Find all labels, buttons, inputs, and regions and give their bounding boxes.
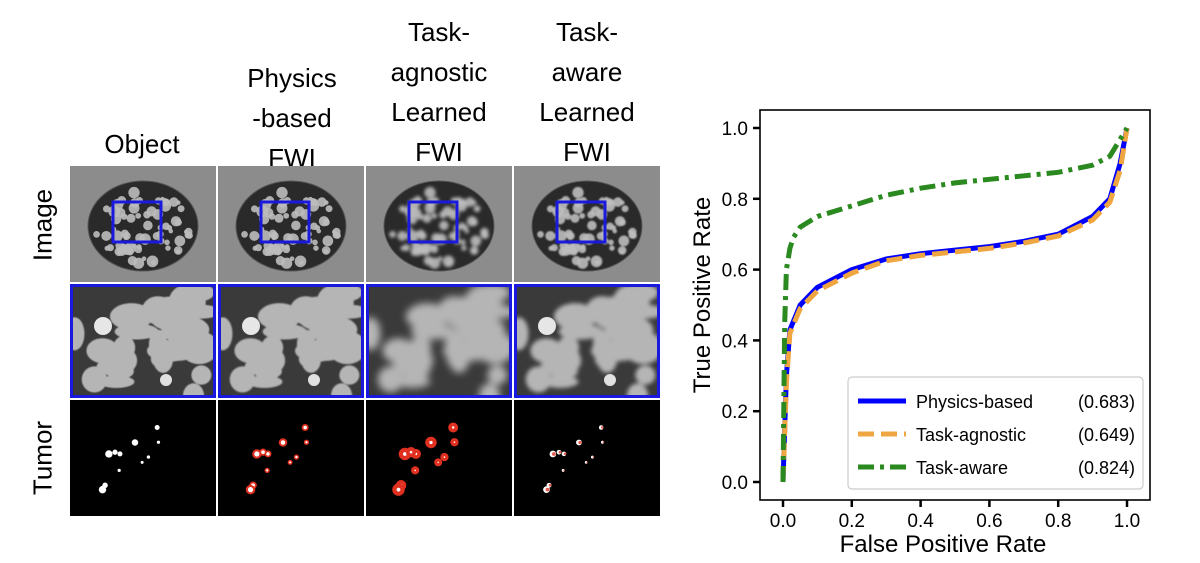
image-panel-object <box>70 166 216 282</box>
series-line-task-aware <box>780 126 1130 483</box>
roi-box <box>259 200 311 244</box>
roi-frame <box>70 284 216 398</box>
plot-frame <box>759 109 1151 501</box>
roi-box <box>555 200 607 244</box>
tumor-highlight <box>242 317 260 335</box>
legend-auc: (0.683) <box>1078 392 1135 412</box>
row-label-image-text: Image <box>27 188 58 262</box>
tumor-panel-physics-based <box>218 400 364 516</box>
row-label-tumor-text: Tumor <box>27 420 58 496</box>
legend-auc: (0.824) <box>1078 458 1135 478</box>
y-tick-label: 1.0 <box>722 119 748 140</box>
x-tick-label: 0.4 <box>907 511 934 532</box>
roi-frame <box>218 284 364 398</box>
zoom-panel-task-aware <box>514 284 660 398</box>
x-tick-label: 1.0 <box>1114 511 1140 532</box>
tumor-highlight <box>538 317 556 335</box>
y-tick-label: 0.6 <box>722 261 748 282</box>
zoom-panel-physics-based <box>218 284 364 398</box>
x-tick-label: 0.8 <box>1045 511 1071 532</box>
y-tick-label: 0.0 <box>722 473 748 494</box>
column-header-task-agnostic: Task- agnostic Learned FWI <box>390 17 488 167</box>
column-header-object: Object <box>104 129 180 159</box>
y-tick-label: 0.2 <box>722 402 748 423</box>
tumor-panel-task-aware <box>514 400 660 516</box>
series-line-task-agnostic <box>780 127 1130 483</box>
x-tick-label: 0.6 <box>976 511 1002 532</box>
tumor-panel-task-agnostic <box>366 400 512 516</box>
legend-label: Task-aware <box>916 458 1008 478</box>
legend-label: Physics-based <box>916 392 1033 412</box>
x-tick-label: 0.0 <box>770 511 796 532</box>
tumor-panel-object <box>70 400 216 516</box>
legend-box <box>847 376 1144 490</box>
column-header-task-aware: Task- aware Learned FWI <box>539 17 635 167</box>
roi-box <box>407 200 459 244</box>
zoom-panel-object <box>70 284 216 398</box>
tumor-highlight <box>94 317 112 335</box>
roi-frame <box>366 284 512 398</box>
roc-chart: 0.0 0.2 0.4 0.6 0.8 1.0 0.0 0.2 0.4 0.6 0.8 1.0 Phy… <box>689 109 1151 558</box>
column-header-physics-based: Physics -based FWI <box>247 63 337 173</box>
row-label-image: Image <box>18 166 68 284</box>
y-tick-label: 0.4 <box>722 331 749 352</box>
roc-legend: Physics-based (0.683) Task-agnostic (0.649)… <box>847 376 1144 490</box>
image-panel-task-aware <box>514 166 660 282</box>
x-axis-label: False Positive Rate <box>840 531 1047 558</box>
y-axis-label: True Positive Rate <box>689 197 716 394</box>
roi-box <box>111 200 163 244</box>
zoom-panel-task-agnostic <box>366 284 512 398</box>
legend-auc: (0.649) <box>1078 425 1135 445</box>
image-panel-task-agnostic <box>366 166 512 282</box>
image-panel-physics-based <box>218 166 364 282</box>
x-tick-label: 0.2 <box>839 511 865 532</box>
y-tick-label: 0.8 <box>722 190 748 211</box>
roc-series-group <box>780 126 1130 483</box>
roc-axes: 0.0 0.2 0.4 0.6 0.8 1.0 0.0 0.2 0.4 0.6 0.8 1.0 <box>722 109 1151 532</box>
legend-label: Task-agnostic <box>916 425 1026 445</box>
roi-frame <box>514 284 660 398</box>
row-label-tumor: Tumor <box>18 399 68 517</box>
